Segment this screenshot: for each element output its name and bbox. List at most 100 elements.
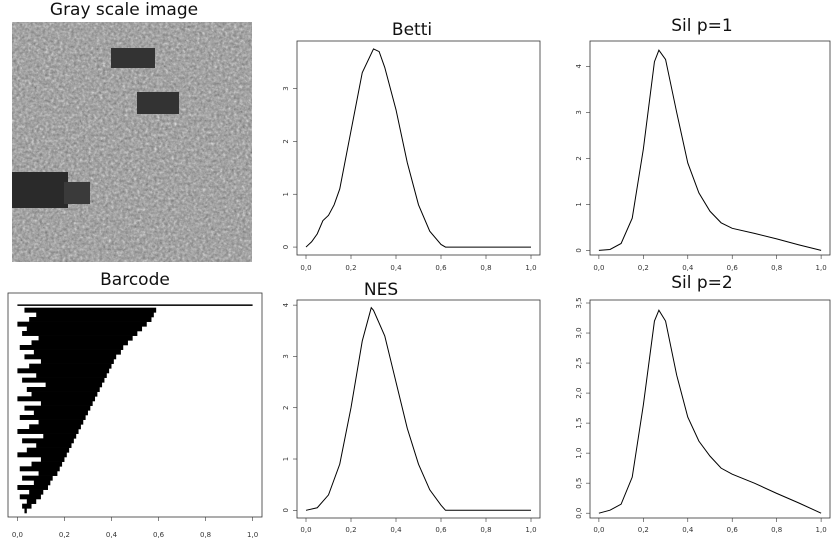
x-tick-label: 0,0 bbox=[593, 264, 604, 272]
plot-frame bbox=[589, 299, 831, 519]
image-title: Gray scale image bbox=[50, 0, 198, 20]
x-tick-label: 0,2 bbox=[345, 264, 356, 272]
x-tick-label: 0,6 bbox=[435, 526, 447, 534]
barcode-bar bbox=[22, 438, 74, 444]
plot-frame bbox=[296, 40, 541, 256]
barcode-bar bbox=[24, 307, 157, 313]
barcode-bar bbox=[29, 363, 112, 369]
barcode-bar bbox=[26, 387, 100, 392]
x-tick-label: 0,4 bbox=[390, 526, 402, 534]
x-tick-label: 0,0 bbox=[300, 264, 311, 272]
curve bbox=[598, 309, 822, 514]
barcode-bar bbox=[33, 480, 51, 486]
barcode-bar bbox=[22, 475, 53, 481]
barcode-bar bbox=[22, 377, 105, 383]
x-tick-label: 0,6 bbox=[153, 531, 165, 539]
y-tick-label: 0 bbox=[282, 508, 290, 512]
y-tick-label: 0,5 bbox=[575, 478, 583, 489]
x-tick-label: 0,2 bbox=[345, 526, 356, 534]
x-tick-label: 0,0 bbox=[12, 531, 23, 539]
x-tick-label: 1,0 bbox=[525, 264, 536, 272]
barcode-bar bbox=[17, 452, 67, 458]
x-tick-label: 0,4 bbox=[682, 526, 694, 534]
barcode-bar bbox=[38, 335, 133, 341]
y-tick-label: 1 bbox=[282, 192, 290, 196]
barcode-bar bbox=[22, 503, 32, 509]
y-tick-label: 1 bbox=[282, 457, 290, 461]
y-tick-label: 1,5 bbox=[575, 418, 583, 429]
x-tick-label: 0,0 bbox=[300, 526, 311, 534]
y-tick-label: 2 bbox=[282, 139, 290, 143]
barcode-bar bbox=[19, 494, 41, 500]
x-tick-label: 1,0 bbox=[247, 531, 258, 539]
y-tick-label: 2 bbox=[282, 405, 290, 409]
y-tick-label: 0 bbox=[282, 245, 290, 249]
y-tick-label: 3 bbox=[282, 354, 290, 358]
y-tick-label: 3 bbox=[282, 86, 290, 90]
plot-frame bbox=[296, 299, 541, 519]
barcode-bar bbox=[33, 410, 88, 416]
chart-title: Betti bbox=[392, 20, 432, 40]
x-tick-label: 1,0 bbox=[816, 526, 827, 534]
barcode-bar bbox=[38, 471, 58, 476]
y-tick-label: 2 bbox=[575, 156, 583, 160]
x-tick-label: 0,8 bbox=[771, 526, 782, 534]
curve bbox=[598, 49, 822, 251]
barcode-bar bbox=[17, 321, 147, 327]
barcode-bar bbox=[36, 443, 72, 448]
curve bbox=[305, 48, 531, 248]
barcode-bar bbox=[38, 419, 84, 425]
y-tick-label: 3,0 bbox=[575, 327, 583, 338]
x-tick-label: 0,6 bbox=[727, 264, 739, 272]
barcode-bar bbox=[40, 457, 65, 462]
barcode-bar bbox=[29, 317, 152, 322]
x-tick-label: 0,8 bbox=[771, 264, 782, 272]
barcode-bar bbox=[22, 331, 138, 336]
barcode-bar bbox=[31, 461, 63, 467]
chart-title: Sil p=1 bbox=[671, 16, 733, 36]
chart-title: NES bbox=[364, 280, 398, 300]
barcode-bar bbox=[29, 489, 44, 495]
barcode-bar bbox=[40, 359, 114, 364]
y-tick-label: 1,0 bbox=[575, 448, 583, 459]
barcode-bar bbox=[31, 340, 128, 346]
barcode-bar bbox=[26, 326, 143, 332]
barcode-bar bbox=[17, 485, 48, 490]
barcode-bar bbox=[36, 312, 154, 318]
x-tick-label: 1,0 bbox=[816, 264, 827, 272]
barcode-bar bbox=[33, 349, 121, 355]
barcode-bar bbox=[19, 466, 60, 472]
y-tick-label: 3 bbox=[575, 110, 583, 114]
barcode-bar bbox=[24, 508, 27, 514]
y-tick-label: 2,0 bbox=[575, 388, 583, 399]
barcode-bar bbox=[31, 391, 98, 397]
barcode-bar bbox=[17, 368, 110, 374]
x-tick-label: 0,4 bbox=[390, 264, 402, 272]
barcode-bar bbox=[36, 373, 107, 378]
x-tick-label: 0,8 bbox=[480, 526, 491, 534]
barcode-bar bbox=[19, 415, 86, 420]
y-tick-label: 4 bbox=[282, 302, 290, 307]
curve bbox=[305, 306, 531, 511]
barcode-bar bbox=[26, 499, 37, 504]
barcode-bar bbox=[24, 405, 91, 411]
x-tick-label: 0,2 bbox=[59, 531, 70, 539]
x-tick-label: 0,6 bbox=[435, 264, 447, 272]
barcode-bar bbox=[40, 401, 93, 406]
y-tick-label: 2,5 bbox=[575, 357, 583, 368]
barcode-bar bbox=[17, 304, 253, 306]
barcode-bar bbox=[45, 382, 103, 388]
x-tick-label: 0,2 bbox=[638, 264, 649, 272]
x-tick-label: 0,6 bbox=[727, 526, 739, 534]
x-tick-label: 0,8 bbox=[200, 531, 211, 539]
chart-title: Barcode bbox=[100, 270, 170, 290]
barcode-bar bbox=[24, 354, 117, 360]
y-tick-label: 0,0 bbox=[575, 508, 583, 519]
barcode-bar bbox=[17, 429, 79, 434]
y-tick-label: 0 bbox=[575, 248, 583, 252]
x-tick-label: 0,4 bbox=[106, 531, 118, 539]
chart-title: Sil p=2 bbox=[671, 273, 733, 293]
barcode-bar bbox=[19, 345, 124, 350]
barcode-bar bbox=[43, 433, 77, 439]
plot-frame bbox=[589, 40, 831, 256]
